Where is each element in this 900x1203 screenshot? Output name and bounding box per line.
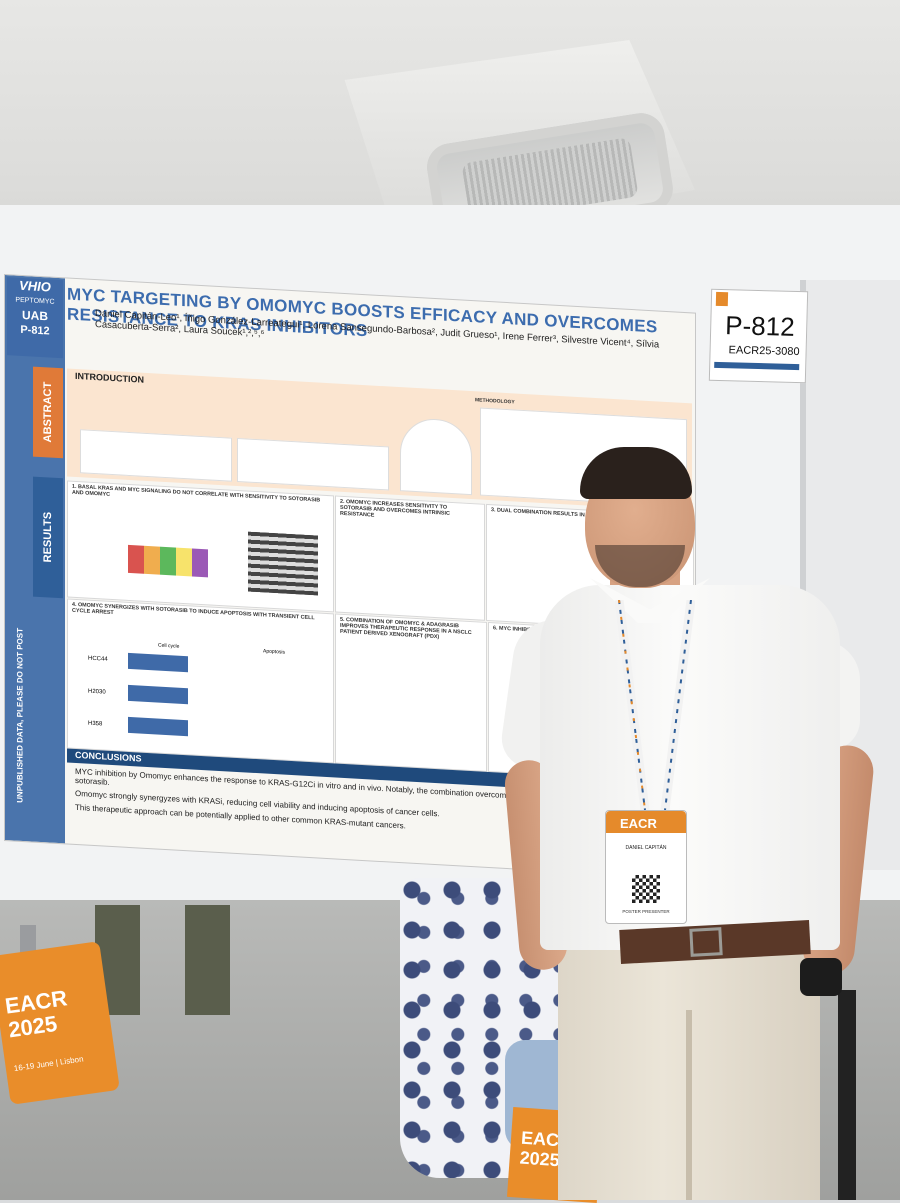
trouser-seam [686,1010,692,1200]
poster-number: P-812 [724,310,796,342]
qr-code-icon [632,875,660,903]
badge-role: POSTER PRESENTER [622,909,670,914]
cell-line-label: H358 [88,720,103,728]
lanyard [615,600,695,811]
cell-line-label: H2030 [88,688,106,696]
eacr-tote-bag: EACR 2025 16-19 June | Lisbon [0,941,120,1105]
institution-logos: VHIO PEPTOMYC UAB P-812 [7,277,63,359]
stacked-bars [128,652,188,673]
abstract-label: ABSTRACT [33,366,63,459]
heatmap [128,544,208,578]
tag-stripe [714,361,800,371]
panel-label: Apoptosis [263,648,285,656]
unpublished-notice: UNPUBLISHED DATA, PLEASE DO NOT POST [15,628,25,804]
section-heading: 5. COMBINATION OF OMOMYC & ADAGRASIB IMP… [340,616,472,641]
panel-label: Cell cycle [158,642,180,650]
cell-line-label: HCC44 [88,655,108,663]
badge-header: EACR 2025 [606,811,686,846]
western-blot [248,531,318,596]
presenter-polo-shirt [540,585,840,950]
results-label: RESULTS [33,476,63,599]
results-panel-1: 1. BASAL KRAS AND MYC SIGNALING DO NOT C… [67,480,334,613]
figure-omomyc [237,437,389,491]
badge-event: EACR 2025 [620,816,657,846]
results-panel-4: 4. OMOMYC SYNERGIZES WITH SOTORASIB TO I… [67,598,334,764]
name-badge: EACR 2025 DANIEL CAPITÁN POSTER PRESENTE… [605,810,687,924]
badge-name: DANIEL CAPITÁN [625,845,667,851]
tote-bag-logo: EACR 2025 [3,985,69,1043]
abstract-number: EACR25-3080 [728,344,800,359]
poster-code: P-812 [20,323,50,338]
section-heading: 2. OMOMYC INCREASES SENSITIVITY TO SOTOR… [340,498,450,519]
figure-mechanism [80,429,232,482]
background-person-legs [95,905,245,1015]
results-panel-5: 5. COMBINATION OF OMOMYC & ADAGRASIB IMP… [335,613,487,772]
tote-bag-dates: 16-19 June | Lisbon [13,1054,85,1074]
poster-number-tag: P-812 EACR25-3080 [708,288,809,384]
results-panel-2: 2. OMOMYC INCREASES SENSITIVITY TO SOTOR… [335,495,485,621]
stand-pole [838,990,856,1200]
stacked-bars [128,684,188,705]
eacr-logo-icon [715,291,729,307]
belt-buckle [689,927,723,957]
stacked-bars [128,716,188,737]
presenter-hair [580,447,692,499]
logo-peptomyc: PEPTOMYC [15,296,55,306]
wristwatch [800,958,842,996]
